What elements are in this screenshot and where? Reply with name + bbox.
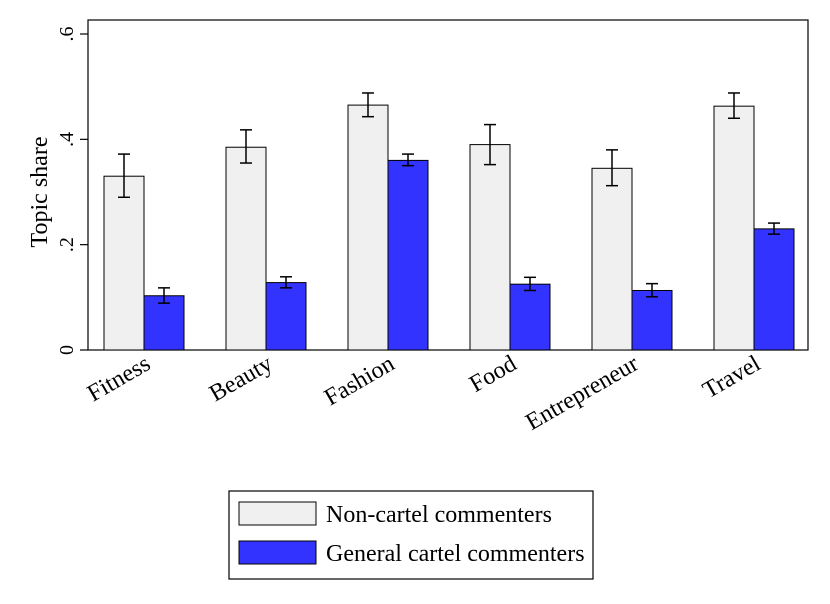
bar-non-cartel bbox=[225, 146, 267, 351]
y-tick-label: 0 bbox=[56, 345, 78, 355]
x-tick-label: Fitness bbox=[83, 351, 155, 408]
plot-area: 0 .2 .4 .6 Fitness Beauty Fashion Food Entrepren… bbox=[56, 19, 809, 436]
bar-general-cartel bbox=[143, 295, 185, 351]
x-tick-label: Food bbox=[465, 351, 521, 398]
bar-general-cartel bbox=[753, 228, 795, 351]
bar-general-cartel bbox=[631, 289, 673, 351]
bar-non-cartel bbox=[469, 144, 511, 351]
bar-non-cartel bbox=[591, 167, 633, 351]
bar-non-cartel bbox=[713, 105, 755, 351]
y-axis-label: Topic share bbox=[27, 137, 53, 248]
x-tick-label: Entrepreneur bbox=[522, 351, 643, 436]
bar-non-cartel bbox=[103, 175, 145, 351]
y-tick-label: .2 bbox=[56, 237, 78, 252]
bar-general-cartel bbox=[509, 283, 551, 351]
x-tick-label: Travel bbox=[698, 351, 765, 405]
y-tick-label: .6 bbox=[56, 27, 78, 42]
legend-swatch-non-cartel bbox=[238, 501, 317, 526]
legend-swatch-general-cartel bbox=[238, 540, 317, 565]
legend-label-general-cartel: General cartel commenters bbox=[326, 541, 585, 567]
y-tick-label: .4 bbox=[56, 132, 78, 147]
legend-label-non-cartel: Non-cartel commenters bbox=[326, 502, 552, 528]
x-tick-label: Fashion bbox=[320, 351, 399, 412]
bar-general-cartel bbox=[387, 159, 429, 351]
bar-non-cartel bbox=[347, 104, 389, 351]
plot-frame bbox=[87, 19, 809, 351]
x-tick-label: Beauty bbox=[205, 351, 277, 408]
legend: Non-cartel commenters General cartel com… bbox=[228, 490, 594, 580]
bar-general-cartel bbox=[265, 282, 307, 351]
